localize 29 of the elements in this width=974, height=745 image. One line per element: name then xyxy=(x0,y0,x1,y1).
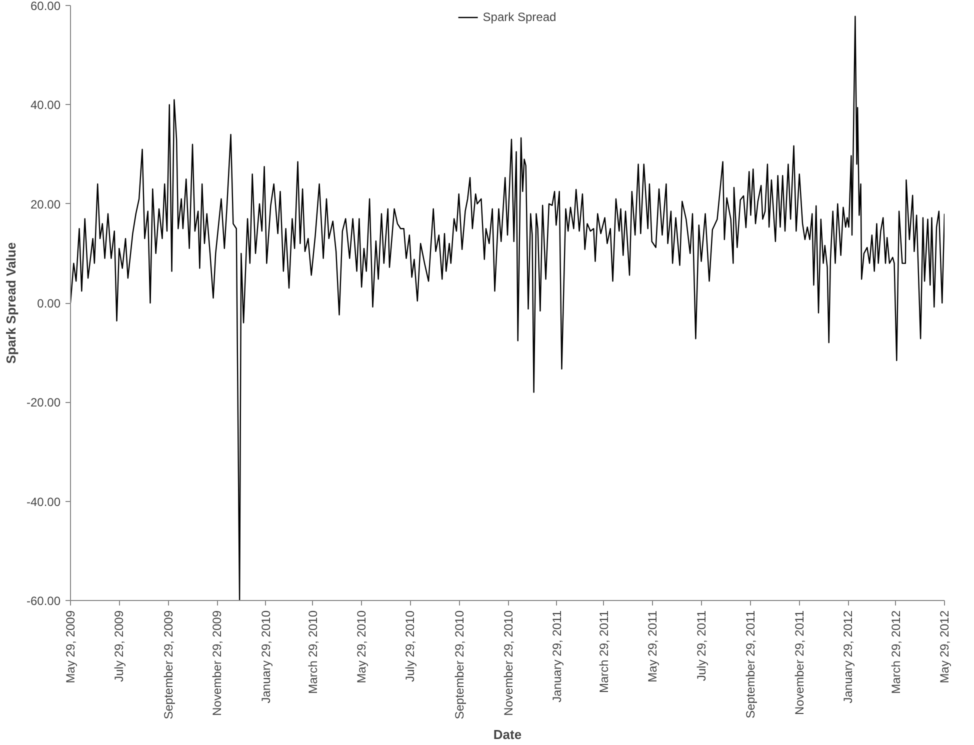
legend-label: Spark Spread xyxy=(482,10,556,24)
y-tick-label: 60.00 xyxy=(30,0,61,13)
y-tick-label: -20.00 xyxy=(26,396,61,410)
x-tick-label: May 29, 2009 xyxy=(64,610,78,684)
x-tick-label: March 29, 2012 xyxy=(888,610,903,694)
y-tick-label: -60.00 xyxy=(26,594,61,608)
x-tick-label: May 29, 2011 xyxy=(646,610,660,682)
x-tick-label: July 29, 2010 xyxy=(403,610,418,682)
x-tick-label: January 29, 2011 xyxy=(550,610,564,702)
y-tick-label: 40.00 xyxy=(30,98,61,112)
x-tick-label: January 29, 2012 xyxy=(841,610,856,704)
y-tick-label: -40.00 xyxy=(26,494,61,509)
x-tick-label: July 29, 2009 xyxy=(112,610,126,682)
x-tick-label: March 29, 2010 xyxy=(306,610,320,694)
x-tick-label: May 29, 2012 xyxy=(938,610,952,684)
x-tick-label: May 29, 2010 xyxy=(354,610,369,684)
y-axis-title: Spark Spread Value xyxy=(3,242,18,364)
x-tick-label: November 29, 2010 xyxy=(501,610,516,716)
x-tick-label: September 29, 2011 xyxy=(744,610,758,718)
x-axis-title: Date xyxy=(493,727,522,742)
x-tick-label: November 29, 2011 xyxy=(792,610,806,716)
y-tick-label: 20.00 xyxy=(30,197,61,212)
x-tick-label: January 29, 2010 xyxy=(258,610,273,704)
y-tick-label: 0.00 xyxy=(37,296,61,310)
x-tick-label: July 29, 2011 xyxy=(694,610,708,681)
x-tick-label: September 29, 2010 xyxy=(452,610,467,720)
x-tick-label: September 29, 2009 xyxy=(162,610,176,720)
x-tick-label: November 29, 2009 xyxy=(210,610,224,716)
x-tick-label: March 29, 2011 xyxy=(596,610,611,693)
